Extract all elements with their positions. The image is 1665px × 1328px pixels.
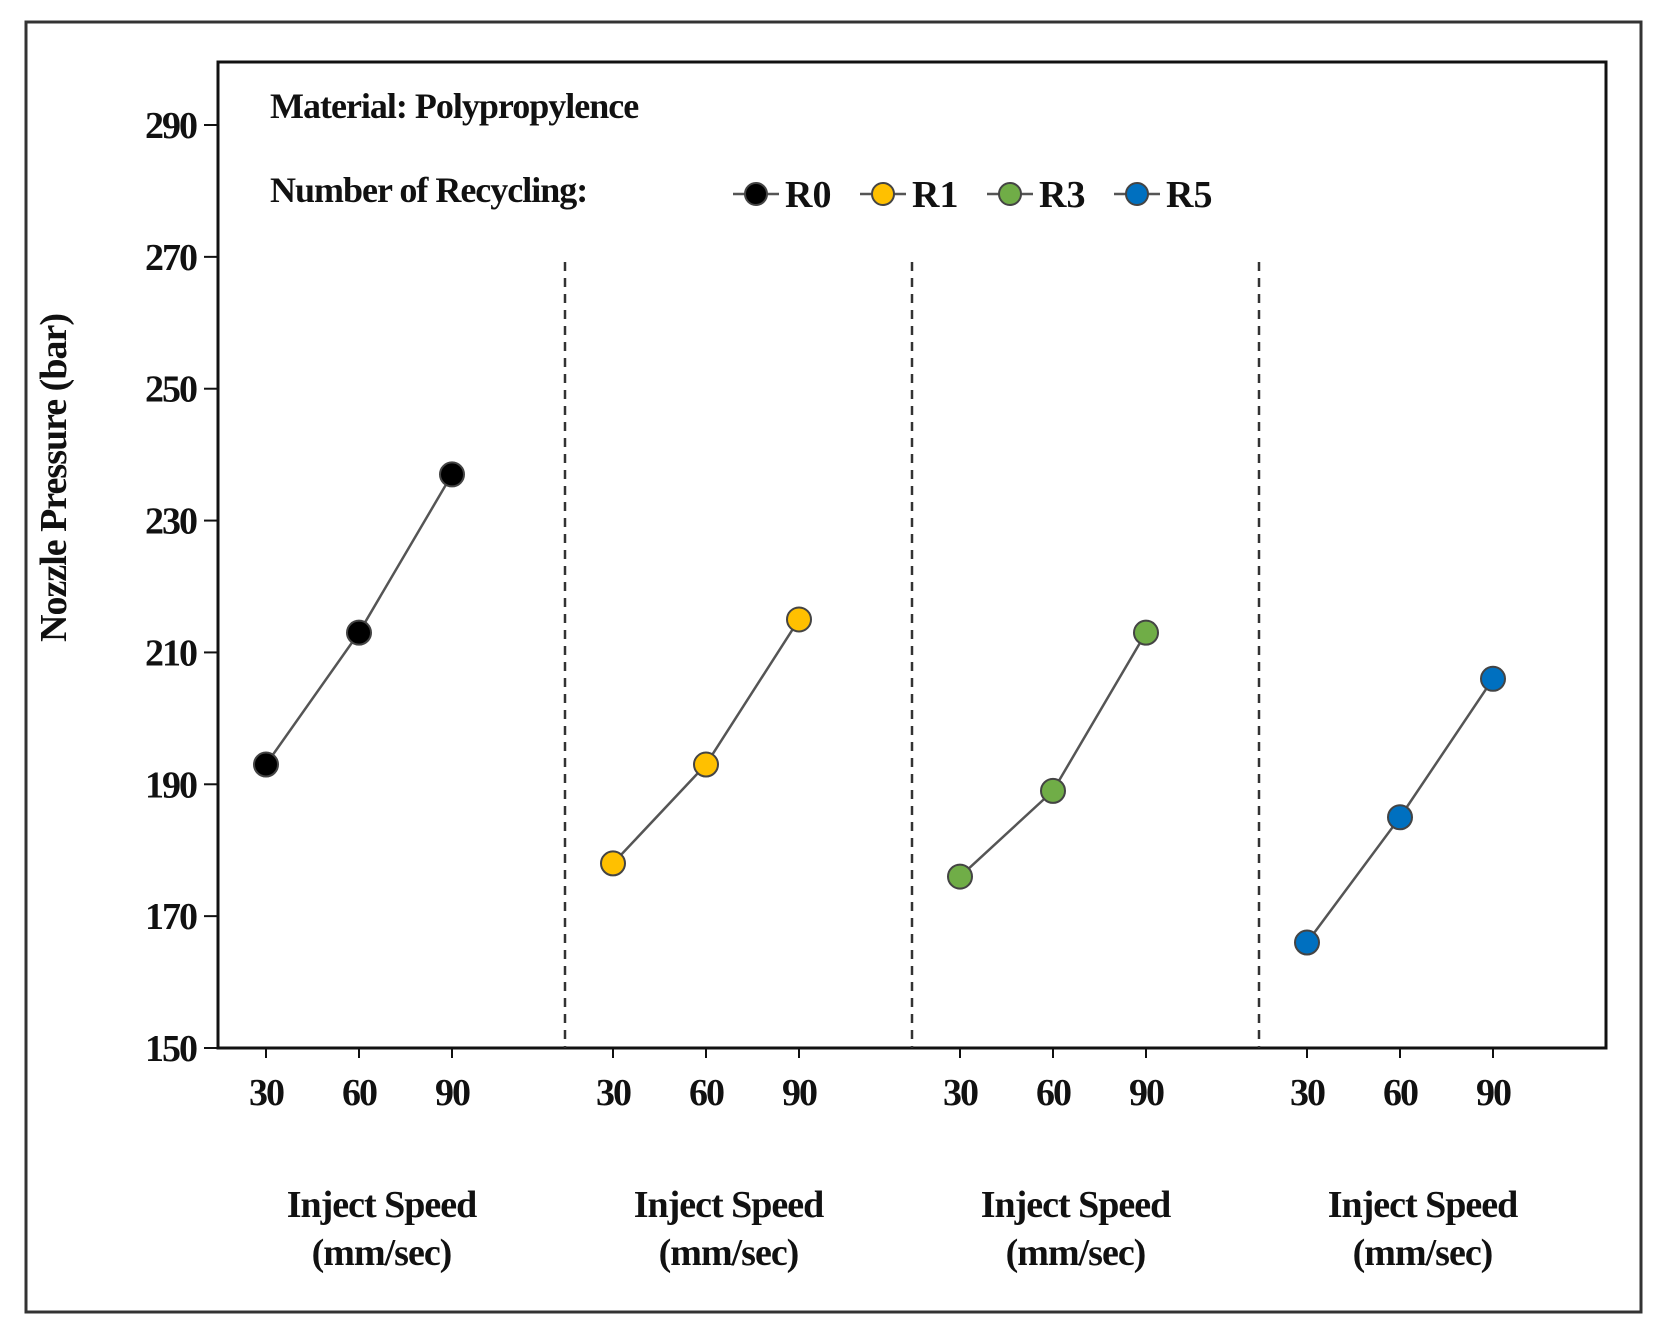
legend-marker-R1 <box>871 182 895 206</box>
x-axis-title-line2: (mm/sec) <box>312 1232 452 1274</box>
legend-marker-R5 <box>1125 182 1149 206</box>
data-point-R0 <box>439 461 465 488</box>
outer-frame <box>24 20 1643 1314</box>
legend-label-R5: R5 <box>1166 174 1212 216</box>
x-axis-title-line1: Inject Speed <box>634 1184 824 1226</box>
data-point-R5 <box>1387 804 1413 831</box>
x-tick-label: 90 <box>1476 1072 1511 1114</box>
data-point-R1 <box>600 850 626 877</box>
x-tick-label: 60 <box>689 1072 724 1114</box>
legend-title: Number of Recycling: <box>270 170 587 210</box>
x-tick-label: 90 <box>782 1072 817 1114</box>
x-axis-title-line2: (mm/sec) <box>1006 1232 1146 1274</box>
legend-label-R1: R1 <box>912 174 958 216</box>
y-tick-label: 250 <box>145 369 197 411</box>
y-tick-label: 290 <box>145 105 197 147</box>
x-tick-label: 30 <box>596 1072 631 1114</box>
x-tick-label: 30 <box>1290 1072 1325 1114</box>
data-point-R5 <box>1480 665 1506 692</box>
data-point-R5 <box>1294 929 1320 956</box>
x-tick-label: 60 <box>1036 1072 1071 1114</box>
x-tick-label: 90 <box>1129 1072 1164 1114</box>
x-axis-title-line1: Inject Speed <box>287 1184 477 1226</box>
series-group <box>253 461 1506 956</box>
y-axis-title: Nozzle Pressure (bar) <box>33 314 75 642</box>
x-axis: 30 60 90 Inject Speed (mm/sec) 30 60 90 Inject S… <box>249 1048 1519 1274</box>
y-tick-label: 210 <box>145 632 197 674</box>
y-tick-label: 230 <box>145 501 197 543</box>
series-line-R3 <box>959 632 1148 878</box>
y-tick-label: 190 <box>145 764 197 806</box>
legend-marker-R0 <box>744 182 768 206</box>
series-line-R1 <box>612 618 801 865</box>
series-line-R0 <box>264 473 454 766</box>
data-point-R1 <box>693 751 719 778</box>
data-point-R3 <box>947 863 973 890</box>
data-point-R0 <box>253 751 279 778</box>
y-tick-label: 170 <box>145 896 197 938</box>
y-axis: 150 170 190 210 230 250 270 290 <box>145 105 218 1070</box>
data-point-R3 <box>1040 777 1066 804</box>
data-point-R1 <box>786 606 812 633</box>
legend-label-R0: R0 <box>785 174 831 216</box>
x-tick-label: 90 <box>435 1072 470 1114</box>
y-tick-label: 150 <box>145 1028 197 1070</box>
legend-marker-R3 <box>998 182 1022 206</box>
x-axis-title-line1: Inject Speed <box>1328 1184 1518 1226</box>
x-tick-label: 30 <box>943 1072 978 1114</box>
x-tick-label: 60 <box>342 1072 377 1114</box>
x-axis-title-line2: (mm/sec) <box>659 1232 799 1274</box>
data-point-R3 <box>1133 619 1159 646</box>
x-tick-label: 60 <box>1383 1072 1418 1114</box>
x-axis-title-line1: Inject Speed <box>981 1184 1171 1226</box>
y-tick-label: 270 <box>145 237 197 279</box>
legend: R0 R1 R3 R5 <box>733 174 1212 216</box>
panel-separators <box>563 262 1261 1048</box>
x-axis-title-line2: (mm/sec) <box>1353 1232 1493 1274</box>
x-tick-label: 30 <box>249 1072 284 1114</box>
chart-title: Material: Polypropylence <box>270 86 639 126</box>
data-point-R0 <box>346 619 372 646</box>
legend-label-R3: R3 <box>1039 174 1085 216</box>
